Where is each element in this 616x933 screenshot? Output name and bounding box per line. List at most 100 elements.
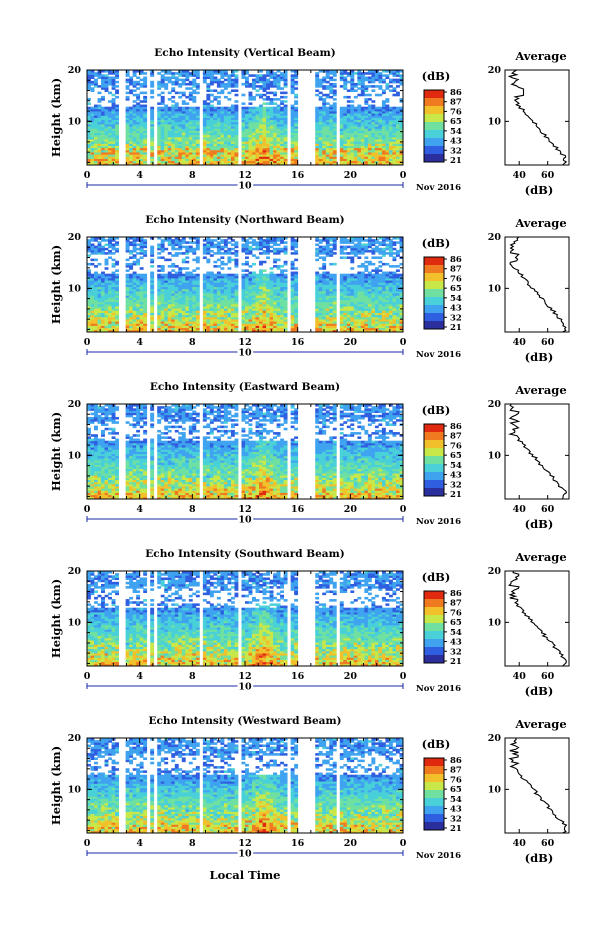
heatmap-cell (105, 248, 109, 251)
heatmap-cell (143, 239, 147, 242)
profile-x-tick-label: 40 (513, 170, 527, 181)
heatmap-cell (185, 96, 189, 99)
heatmap-cell (171, 269, 175, 272)
profile-x-tick-label: 60 (541, 170, 555, 181)
heatmap-cell (133, 105, 137, 108)
colorbar-tick-label: 87 (450, 98, 462, 108)
heatmap-cell (389, 89, 393, 92)
panel-title: Echo Intensity (Northward Beam) (145, 214, 344, 226)
heatmap-cell (231, 79, 235, 82)
heatmap-cell (136, 87, 140, 90)
heatmap-cell (364, 98, 368, 101)
x-tick-label: 4 (136, 170, 143, 181)
heatmap-cell (143, 250, 147, 253)
heatmap-cell (168, 272, 172, 275)
heatmap-cell (284, 274, 288, 277)
heatmap-cell (252, 263, 256, 266)
heatmap-cell (284, 105, 288, 108)
heatmap-cell (98, 263, 102, 266)
heatmap-cell (161, 107, 165, 110)
heatmap-cell (217, 107, 221, 110)
heatmap-cell (115, 89, 119, 92)
heatmap-cell (227, 274, 231, 277)
heatmap-cell (347, 105, 351, 108)
heatmap-cell (234, 74, 238, 77)
heatmap-cell (326, 107, 330, 110)
heatmap-cell (263, 94, 267, 97)
heatmap-cell (333, 83, 337, 86)
heatmap-cell (291, 261, 295, 264)
heatmap-cell (280, 72, 284, 75)
heatmap-cell (192, 269, 196, 272)
heatmap-cell (196, 83, 200, 86)
heatmap-cell (192, 241, 196, 244)
heatmap-cell (340, 85, 344, 88)
heatmap-cell (175, 76, 179, 79)
heatmap-cell (241, 107, 245, 110)
heatmap-cell (213, 89, 217, 92)
heatmap-cell (259, 94, 263, 97)
heatmap-cell (245, 76, 249, 79)
heatmap-cell (126, 96, 130, 99)
heatmap-cell (98, 241, 102, 244)
heatmap-cell (368, 76, 372, 79)
heatmap-cell (231, 248, 235, 251)
heatmap-cell (378, 107, 382, 110)
heatmap-cell (175, 252, 179, 255)
heatmap-cell (396, 107, 400, 110)
heatmap-cell (220, 267, 224, 270)
heatmap-cell (249, 246, 253, 249)
heatmap-cell (368, 94, 372, 97)
heatmap-cell (210, 100, 214, 103)
heatmap-cell (213, 274, 217, 277)
heatmap-cell (185, 241, 189, 244)
heatmap-cell (213, 261, 217, 264)
heatmap-cell (206, 83, 210, 86)
heatmap-cell (389, 85, 393, 88)
heatmap-cell (245, 107, 249, 110)
heatmap-cell (224, 96, 228, 99)
heatmap-cell (371, 85, 375, 88)
heatmap-cell (234, 89, 238, 92)
heatmap-cell (115, 96, 119, 99)
heatmap-cell (241, 94, 245, 97)
heatmap-cell (206, 94, 210, 97)
heatmap-cell (98, 98, 102, 101)
heatmap-cell (224, 107, 228, 110)
heatmap-cell (315, 107, 319, 110)
heatmap-cell (280, 269, 284, 272)
heatmap-cell (189, 272, 193, 275)
heatmap-cell (105, 107, 109, 110)
heatmap-cell (143, 105, 147, 108)
heatmap-cell (178, 92, 182, 95)
heatmap-cell (280, 107, 284, 110)
heatmap-cell (115, 105, 119, 108)
heatmap-cell (249, 272, 253, 275)
heatmap-cell (364, 107, 368, 110)
heatmap-cell (101, 246, 105, 249)
heatmap-cell (105, 252, 109, 255)
heatmap-cell (129, 250, 133, 253)
heatmap-cell (175, 272, 179, 275)
heatmap-cell (94, 246, 98, 249)
heatmap-cell (178, 96, 182, 99)
heatmap-cells (87, 70, 403, 165)
heatmap-cell (343, 107, 347, 110)
heatmap-cell (182, 274, 186, 277)
heatmap-cell (140, 267, 144, 270)
heatmap-cell (143, 92, 147, 95)
heatmap-cell (294, 94, 298, 97)
colorbar-tick-label: 86 (450, 88, 462, 98)
heatmap-cell (326, 272, 330, 275)
heatmap-cell (315, 243, 319, 246)
heatmap-cell (157, 94, 161, 97)
heatmap-cell (263, 102, 267, 105)
heatmap-cell (126, 274, 130, 277)
heatmap-cell (136, 94, 140, 97)
heatmap-cell (284, 246, 288, 249)
heatmap-cell (182, 267, 186, 270)
heatmap-cell (378, 94, 382, 97)
heatmap-cell (108, 92, 112, 95)
heatmap-cell (270, 107, 274, 110)
